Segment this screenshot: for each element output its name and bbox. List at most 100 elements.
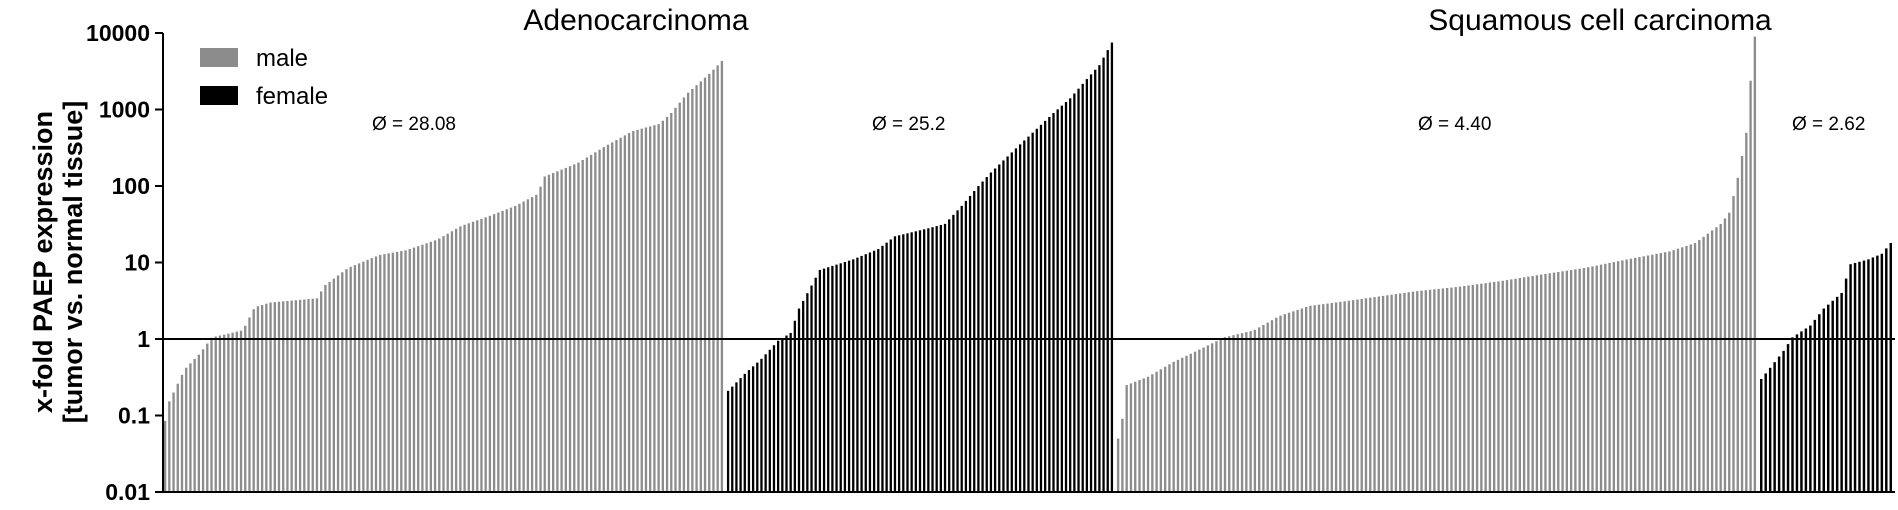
bar-adeno-female bbox=[1106, 50, 1109, 493]
bar-squamous-male bbox=[1334, 302, 1338, 492]
bar-adeno-male bbox=[568, 166, 572, 492]
bar-squamous-male bbox=[1313, 305, 1316, 492]
bar-adeno-male bbox=[543, 176, 546, 493]
bar-adeno-male bbox=[581, 160, 584, 492]
bar-adeno-male bbox=[653, 125, 656, 492]
bar-adeno-male bbox=[218, 335, 222, 492]
bar-squamous-male bbox=[1497, 281, 1500, 492]
bar-adeno-male bbox=[497, 212, 500, 493]
bar-squamous-male bbox=[1621, 260, 1624, 492]
bar-adeno-male bbox=[577, 162, 580, 492]
bar-squamous-male bbox=[1240, 333, 1244, 492]
bar-adeno-male bbox=[185, 367, 188, 492]
bar-adeno-male bbox=[661, 120, 664, 492]
bar-adeno-male bbox=[244, 325, 247, 492]
bar-adeno-female bbox=[885, 242, 888, 492]
bar-adeno-male bbox=[332, 278, 335, 492]
bar-squamous-male bbox=[1604, 263, 1607, 492]
bar-adeno-male bbox=[248, 317, 251, 492]
bar-squamous-male bbox=[1142, 378, 1145, 492]
bar-squamous-male bbox=[1681, 247, 1684, 492]
bar-adeno-male bbox=[168, 401, 171, 492]
bar-squamous-male bbox=[1467, 285, 1470, 492]
bar-adeno-female bbox=[772, 345, 776, 492]
bar-squamous-male bbox=[1552, 272, 1556, 492]
y-axis-label-line-1: x-fold PAEP expression bbox=[28, 111, 58, 413]
bar-adeno-female bbox=[747, 370, 751, 492]
bar-squamous-male bbox=[1493, 281, 1496, 492]
bar-squamous-male bbox=[1651, 254, 1654, 492]
bar-adeno-male bbox=[492, 214, 496, 492]
bar-adeno-female bbox=[814, 277, 817, 492]
bar-squamous-male bbox=[1501, 280, 1504, 492]
bar-squamous-male bbox=[1138, 380, 1141, 492]
bar-adeno-female bbox=[760, 358, 763, 492]
y-tick-label: 10 bbox=[124, 250, 150, 276]
bar-squamous-male bbox=[1245, 332, 1248, 492]
bar-squamous-male bbox=[1514, 278, 1517, 492]
bar-adeno-male bbox=[450, 231, 454, 493]
bar-squamous-male bbox=[1351, 300, 1355, 492]
bar-squamous-male bbox=[1317, 304, 1321, 492]
bar-adeno-male bbox=[585, 157, 589, 492]
bar-adeno-female bbox=[943, 223, 947, 493]
bar-squamous-male bbox=[1561, 271, 1564, 492]
bar-squamous-female bbox=[1791, 337, 1794, 492]
bar-adeno-male bbox=[336, 275, 340, 492]
bar-squamous-male bbox=[1360, 298, 1363, 492]
bar-adeno-male bbox=[307, 299, 310, 492]
bar-adeno-male bbox=[256, 306, 260, 492]
bar-adeno-female bbox=[797, 308, 801, 492]
bar-squamous-male bbox=[1381, 295, 1385, 492]
bar-squamous-male bbox=[1706, 233, 1710, 492]
bar-squamous-male bbox=[1544, 273, 1547, 492]
bar-adeno-male bbox=[353, 265, 357, 492]
bar-adeno-male bbox=[227, 333, 230, 492]
bar-adeno-male bbox=[716, 65, 719, 493]
bar-squamous-male bbox=[1206, 345, 1210, 492]
bar-adeno-male bbox=[547, 174, 551, 492]
bar-adeno-male bbox=[341, 272, 344, 492]
bar-squamous-male bbox=[1411, 291, 1415, 492]
bar-squamous-male bbox=[1646, 255, 1650, 492]
mean-label-squamous-female: Ø = 2.62 bbox=[1792, 114, 1865, 135]
bar-squamous-male bbox=[1390, 294, 1393, 492]
bar-squamous-male bbox=[1608, 262, 1611, 492]
bar-adeno-female bbox=[1077, 88, 1080, 492]
bar-squamous-male bbox=[1176, 359, 1180, 492]
bar-squamous-male bbox=[1198, 349, 1201, 492]
bar-squamous-male bbox=[1236, 334, 1239, 492]
bar-adeno-male bbox=[429, 241, 433, 492]
bar-squamous-male bbox=[1407, 292, 1410, 492]
bar-adeno-male bbox=[252, 309, 255, 492]
bar-adeno-male bbox=[530, 197, 534, 493]
bar-adeno-male bbox=[640, 128, 643, 493]
bar-adeno-female bbox=[989, 172, 993, 492]
bar-adeno-female bbox=[1014, 148, 1018, 492]
bar-adeno-female bbox=[731, 386, 734, 492]
bar-adeno-male bbox=[421, 244, 424, 492]
bar-squamous-male bbox=[1257, 327, 1261, 492]
y-ticks: 10000 1000 100 10 1 0.1 0.01 bbox=[86, 20, 163, 505]
bar-adeno-male bbox=[518, 203, 521, 493]
bar-adeno-male bbox=[674, 107, 677, 492]
bar-adeno-male bbox=[454, 228, 458, 492]
bar-adeno-male bbox=[636, 129, 639, 492]
bar-adeno-female bbox=[777, 340, 780, 492]
bar-adeno-female bbox=[751, 366, 755, 492]
bar-squamous-male bbox=[1347, 300, 1351, 492]
mean-label-adeno-female: Ø = 25.2 bbox=[872, 114, 945, 135]
bar-adeno-female bbox=[1056, 109, 1059, 492]
bar-adeno-male bbox=[328, 281, 331, 492]
bar-adeno-male bbox=[438, 238, 441, 492]
bar-squamous-male bbox=[1719, 224, 1722, 492]
bar-adeno-male bbox=[357, 263, 361, 492]
bar-squamous-male bbox=[1266, 322, 1269, 492]
bar-squamous-male bbox=[1723, 218, 1727, 492]
bar-adeno-female bbox=[743, 373, 746, 492]
bar-squamous-male bbox=[1292, 311, 1295, 492]
bar-squamous-male bbox=[1488, 282, 1492, 492]
bar-squamous-female bbox=[1885, 248, 1888, 492]
bar-adeno-male bbox=[526, 199, 530, 493]
